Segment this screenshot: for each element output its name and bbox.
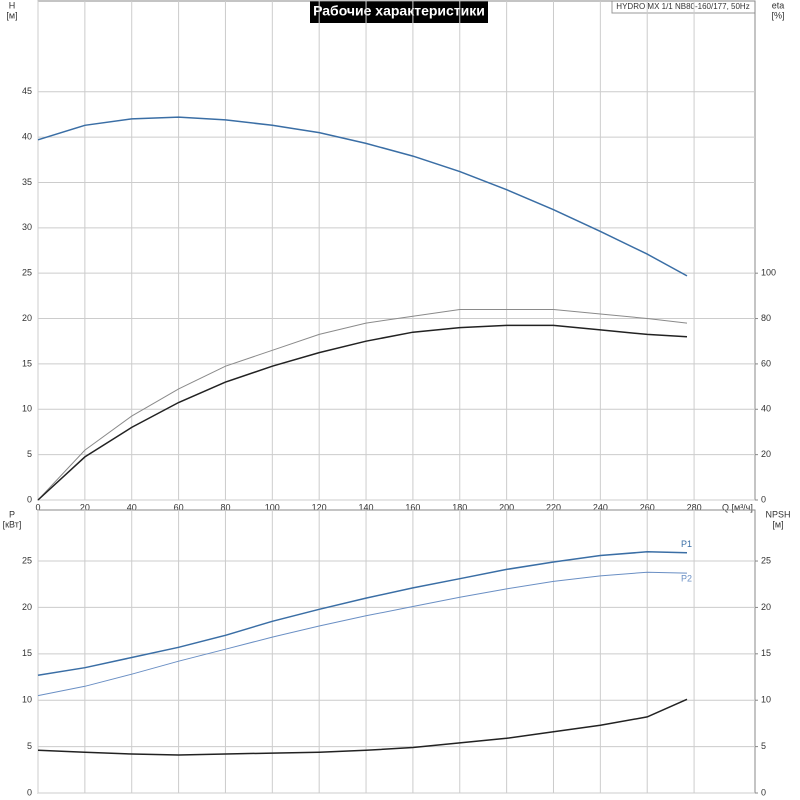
x-tick-label: 60 [174, 502, 184, 512]
y2-axis-label: NPSH [765, 509, 790, 519]
x-tick-label: 280 [687, 502, 702, 512]
y-tick-label: 20 [22, 602, 32, 612]
y-tick-label: 5 [27, 449, 32, 459]
title-box [310, 1, 488, 23]
y-tick-label: 20 [22, 313, 32, 323]
x-tick-label: 20 [80, 502, 90, 512]
y2-tick-label: 10 [761, 695, 771, 705]
series-line [37, 324, 688, 501]
series-label: P1 [681, 539, 692, 549]
y2-tick-label: 0 [761, 787, 766, 797]
series-line [37, 571, 688, 697]
y-tick-label: 10 [22, 695, 32, 705]
y-tick-label: 25 [22, 268, 32, 278]
series-line [37, 551, 688, 676]
model-label: HYDRO MX 1/1 NB80-160/177, 50Hz [616, 2, 749, 11]
y2-tick-label: 40 [761, 404, 771, 414]
y-axis-unit: [кВт] [3, 519, 22, 529]
y-axis-label: H [9, 0, 16, 10]
y2-tick-label: 25 [761, 555, 771, 565]
y2-tick-label: 20 [761, 449, 771, 459]
y-tick-label: 25 [22, 555, 32, 565]
y-tick-label: 45 [22, 86, 32, 96]
x-tick-label: 240 [593, 502, 608, 512]
y2-axis-unit: [м] [772, 519, 783, 529]
series-line [37, 116, 688, 277]
chart-title: Рабочие характеристики [313, 3, 485, 19]
series-line [37, 698, 688, 756]
y-axis-unit: [м] [6, 10, 17, 20]
x-tick-label: 0 [35, 502, 40, 512]
y2-tick-label: 60 [761, 358, 771, 368]
y-axis-label: P [9, 509, 15, 519]
y2-tick-label: 20 [761, 602, 771, 612]
y-tick-label: 15 [22, 648, 32, 658]
x-tick-label: 100 [265, 502, 280, 512]
x-tick-label: 220 [546, 502, 561, 512]
x-tick-label: 40 [127, 502, 137, 512]
x-axis-label: Q [м³/ч] [722, 502, 753, 512]
series-line [37, 309, 688, 501]
y2-tick-label: 5 [761, 741, 766, 751]
x-tick-label: 140 [359, 502, 374, 512]
y-tick-label: 0 [27, 787, 32, 797]
x-tick-label: 80 [220, 502, 230, 512]
y-tick-label: 30 [22, 222, 32, 232]
y2-tick-label: 100 [761, 268, 776, 278]
y2-tick-label: 80 [761, 313, 771, 323]
y-tick-label: 5 [27, 741, 32, 751]
y-tick-label: 0 [27, 494, 32, 504]
y-tick-label: 15 [22, 358, 32, 368]
y-tick-label: 35 [22, 177, 32, 187]
y2-tick-label: 0 [761, 494, 766, 504]
x-tick-label: 260 [640, 502, 655, 512]
y2-axis-unit: [%] [771, 10, 784, 20]
x-tick-label: 200 [499, 502, 514, 512]
y-tick-label: 10 [22, 404, 32, 414]
y2-axis-label: eta [772, 0, 785, 10]
series-label: P2 [681, 573, 692, 583]
x-tick-label: 180 [452, 502, 467, 512]
x-tick-label: 160 [405, 502, 420, 512]
y-tick-label: 40 [22, 131, 32, 141]
x-tick-label: 120 [312, 502, 327, 512]
y2-tick-label: 15 [761, 648, 771, 658]
